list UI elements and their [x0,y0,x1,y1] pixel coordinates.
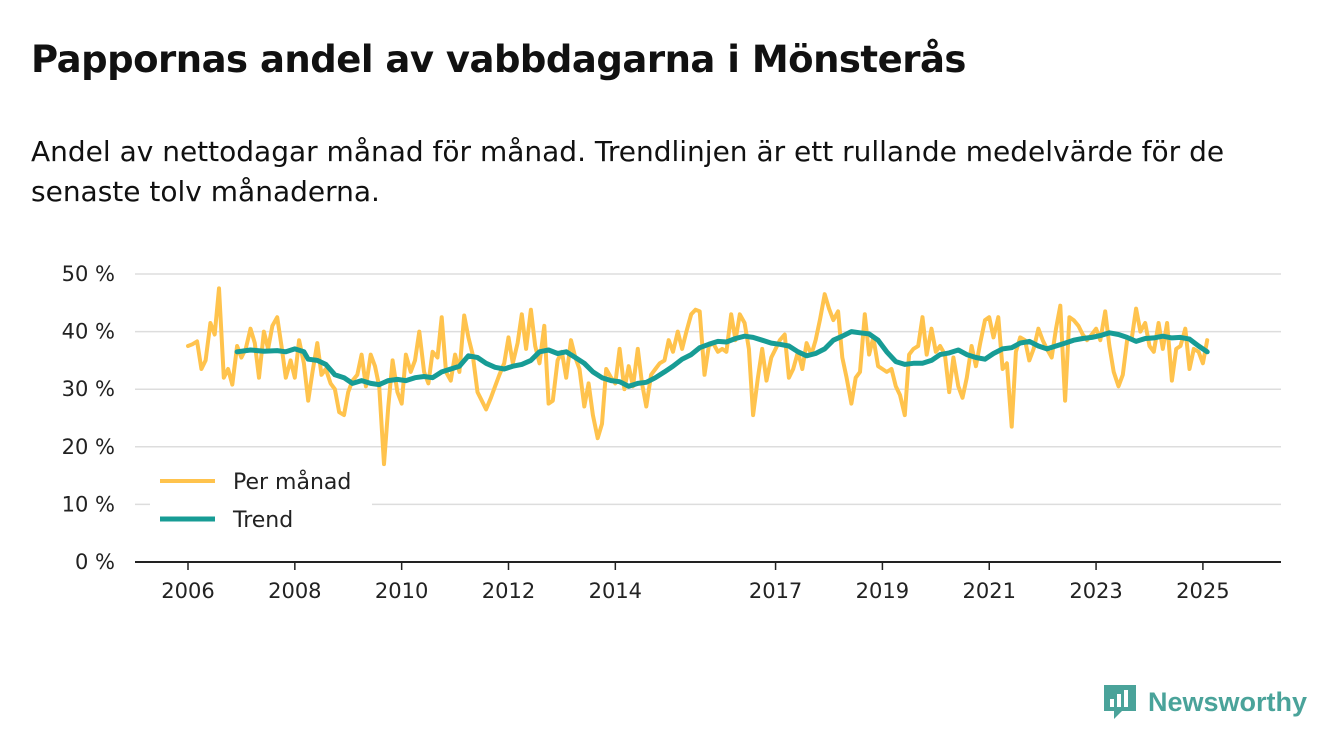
x-tick-label: 2006 [161,579,214,603]
legend-background [150,462,372,540]
y-tick-label: 40 % [62,320,115,344]
x-tick-label: 2017 [749,579,802,603]
x-tick-label: 2010 [375,579,428,603]
y-tick-label: 30 % [62,377,115,401]
x-tick-label: 2019 [856,579,909,603]
x-tick-label: 2025 [1176,579,1229,603]
y-tick-label: 0 % [75,550,115,574]
x-tick-label: 2021 [963,579,1016,603]
grid-lines [135,273,1281,506]
y-tick-label: 50 % [62,262,115,286]
brand-logo[interactable]: Newsworthy [1102,683,1307,721]
y-tick-label: 10 % [62,492,115,516]
brand-name: Newsworthy [1148,686,1308,717]
y-tick-label: 20 % [62,435,115,459]
x-tick-label: 2023 [1069,579,1122,603]
y-axis-ticks: 0 % 10 % 20 % 30 % 40 % 50 % [62,262,115,574]
legend-label-monthly: Per månad [233,469,351,495]
legend: Per månad Trend [150,462,372,540]
legend-label-trend: Trend [232,508,293,533]
newsworthy-logo-icon [1104,685,1136,719]
chart-subtitle: Andel av nettodagar månad för månad. Tre… [31,135,1225,208]
x-tick-label: 2012 [482,579,535,603]
page-title: Pappornas andel av vabbdagarna i Mönster… [31,38,966,81]
x-tick-label: 2014 [589,579,642,603]
series-line-monthly [186,286,1210,467]
x-axis: 2006 2008 2010 2012 2014 2017 2019 2021 2023 2025 [135,561,1281,603]
series-line-trend [234,329,1210,389]
x-tick-label: 2008 [268,579,321,603]
series-lines [186,286,1210,467]
